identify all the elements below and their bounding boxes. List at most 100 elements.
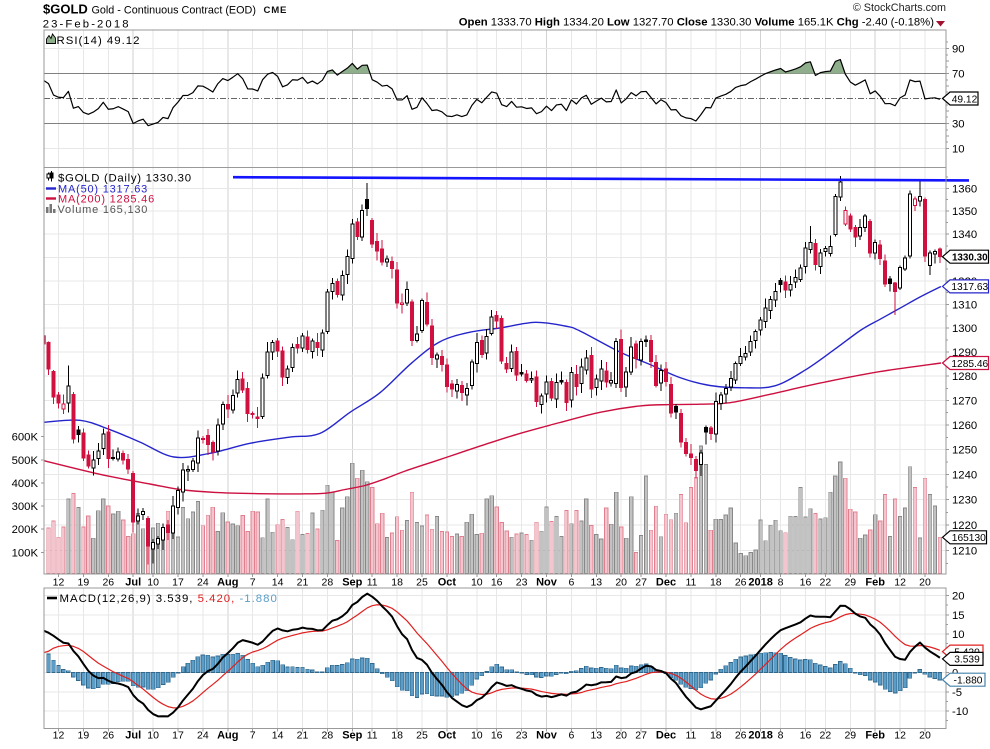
svg-text:Dec: Dec [656, 577, 676, 589]
svg-text:18: 18 [710, 730, 722, 742]
svg-text:11: 11 [367, 577, 378, 589]
svg-text:20: 20 [919, 577, 931, 589]
svg-text:14: 14 [272, 577, 284, 589]
svg-text:30: 30 [952, 119, 965, 131]
svg-text:Oct: Oct [438, 730, 457, 742]
svg-text:Nov: Nov [536, 577, 558, 589]
svg-text:RSI(14) 49.12: RSI(14) 49.12 [57, 35, 141, 47]
svg-text:1240: 1240 [952, 470, 977, 482]
svg-text:21: 21 [297, 577, 309, 589]
svg-text:15: 15 [952, 610, 965, 622]
svg-text:19: 19 [78, 577, 90, 589]
svg-text:MA(200) 1285.46: MA(200) 1285.46 [58, 194, 155, 206]
svg-text:18: 18 [391, 577, 403, 589]
svg-text:Feb: Feb [865, 730, 885, 742]
svg-text:1360: 1360 [952, 183, 977, 195]
svg-text:24: 24 [197, 730, 209, 742]
svg-text:29: 29 [844, 577, 856, 589]
svg-text:10: 10 [952, 629, 965, 641]
svg-text:26: 26 [102, 577, 114, 589]
svg-text:400K: 400K [12, 478, 39, 490]
svg-text:Sep: Sep [342, 730, 362, 742]
svg-text:29: 29 [844, 730, 856, 742]
svg-text:13: 13 [590, 730, 602, 742]
svg-text:600K: 600K [12, 432, 39, 444]
svg-text:70: 70 [952, 69, 965, 81]
svg-text:1250: 1250 [952, 445, 977, 457]
svg-text:90: 90 [952, 44, 965, 56]
svg-text:24: 24 [197, 577, 209, 589]
svg-text:10: 10 [147, 577, 159, 589]
svg-text:19: 19 [78, 730, 90, 742]
svg-text:Dec: Dec [656, 730, 676, 742]
svg-text:-10: -10 [952, 706, 968, 718]
svg-text:1285.46: 1285.46 [951, 359, 988, 370]
svg-text:10: 10 [952, 144, 965, 156]
svg-text:Jul: Jul [125, 730, 141, 742]
svg-text:Aug: Aug [217, 730, 238, 742]
svg-text:1317.63: 1317.63 [951, 282, 988, 293]
svg-text:26: 26 [102, 730, 114, 742]
svg-text:1300: 1300 [952, 323, 977, 335]
svg-text:25: 25 [416, 730, 428, 742]
svg-text:1270: 1270 [952, 396, 977, 408]
svg-text:16: 16 [800, 577, 812, 589]
svg-text:Open 1333.70 High 1334.20 Low: Open 1333.70 High 1334.20 Low 1327.70 Cl… [459, 17, 934, 29]
svg-text:11: 11 [685, 730, 696, 742]
svg-text:25: 25 [416, 577, 428, 589]
svg-text:500K: 500K [12, 455, 39, 467]
svg-text:2018: 2018 [748, 577, 772, 589]
svg-text:Aug: Aug [217, 577, 238, 589]
svg-text:7: 7 [250, 577, 256, 589]
svg-text:26: 26 [735, 730, 747, 742]
svg-text:20: 20 [615, 577, 627, 589]
svg-text:12: 12 [53, 577, 65, 589]
svg-text:CME: CME [264, 5, 288, 16]
svg-text:20: 20 [952, 591, 965, 603]
svg-text:16: 16 [491, 730, 503, 742]
svg-text:Volume 165,130: Volume 165,130 [58, 204, 149, 216]
svg-text:23: 23 [516, 577, 528, 589]
svg-text:3.539: 3.539 [954, 655, 980, 666]
svg-text:10: 10 [147, 730, 159, 742]
svg-text:20: 20 [919, 730, 931, 742]
svg-text:1220: 1220 [952, 520, 977, 532]
svg-text:13: 13 [590, 577, 602, 589]
svg-text:2018: 2018 [748, 730, 772, 742]
svg-text:Gold - Continuous Contract (EO: Gold - Continuous Contract (EOD) [92, 5, 256, 17]
svg-text:11: 11 [367, 730, 378, 742]
svg-text:10: 10 [471, 730, 483, 742]
svg-text:$GOLD: $GOLD [43, 2, 88, 17]
svg-text:1340: 1340 [952, 229, 977, 241]
svg-text:17: 17 [172, 730, 184, 742]
svg-text:12: 12 [894, 730, 906, 742]
svg-text:1310: 1310 [952, 299, 977, 311]
svg-text:200K: 200K [12, 524, 39, 536]
svg-text:26: 26 [735, 577, 747, 589]
svg-text:14: 14 [272, 730, 284, 742]
svg-text:1280: 1280 [952, 371, 977, 383]
svg-text:10: 10 [471, 577, 483, 589]
svg-text:-1.880: -1.880 [954, 676, 983, 687]
svg-text:$GOLD (Daily) 1330.30: $GOLD (Daily) 1330.30 [58, 173, 192, 185]
svg-text:1230: 1230 [952, 495, 977, 507]
svg-text:20: 20 [615, 730, 627, 742]
svg-text:Nov: Nov [536, 730, 558, 742]
svg-text:Feb: Feb [865, 577, 885, 589]
svg-text:MA(50) 1317.63: MA(50) 1317.63 [58, 184, 148, 196]
svg-text:Sep: Sep [342, 577, 362, 589]
svg-text:28: 28 [322, 730, 334, 742]
svg-text:7: 7 [250, 730, 256, 742]
svg-text:MACD(12,26,9) 3.539, 5.420, -1: MACD(12,26,9) 3.539, 5.420, -1.880 [60, 593, 278, 605]
svg-text:23: 23 [516, 730, 528, 742]
svg-text:12: 12 [53, 730, 65, 742]
svg-text:100K: 100K [12, 547, 39, 559]
svg-text:22: 22 [820, 577, 832, 589]
svg-text:18: 18 [391, 730, 403, 742]
svg-text:300K: 300K [12, 501, 39, 513]
svg-text:6: 6 [568, 730, 574, 742]
svg-text:1350: 1350 [952, 206, 977, 218]
svg-text:1210: 1210 [952, 546, 977, 558]
svg-text:Jul: Jul [125, 577, 141, 589]
svg-text:© StockCharts.com: © StockCharts.com [853, 2, 946, 14]
